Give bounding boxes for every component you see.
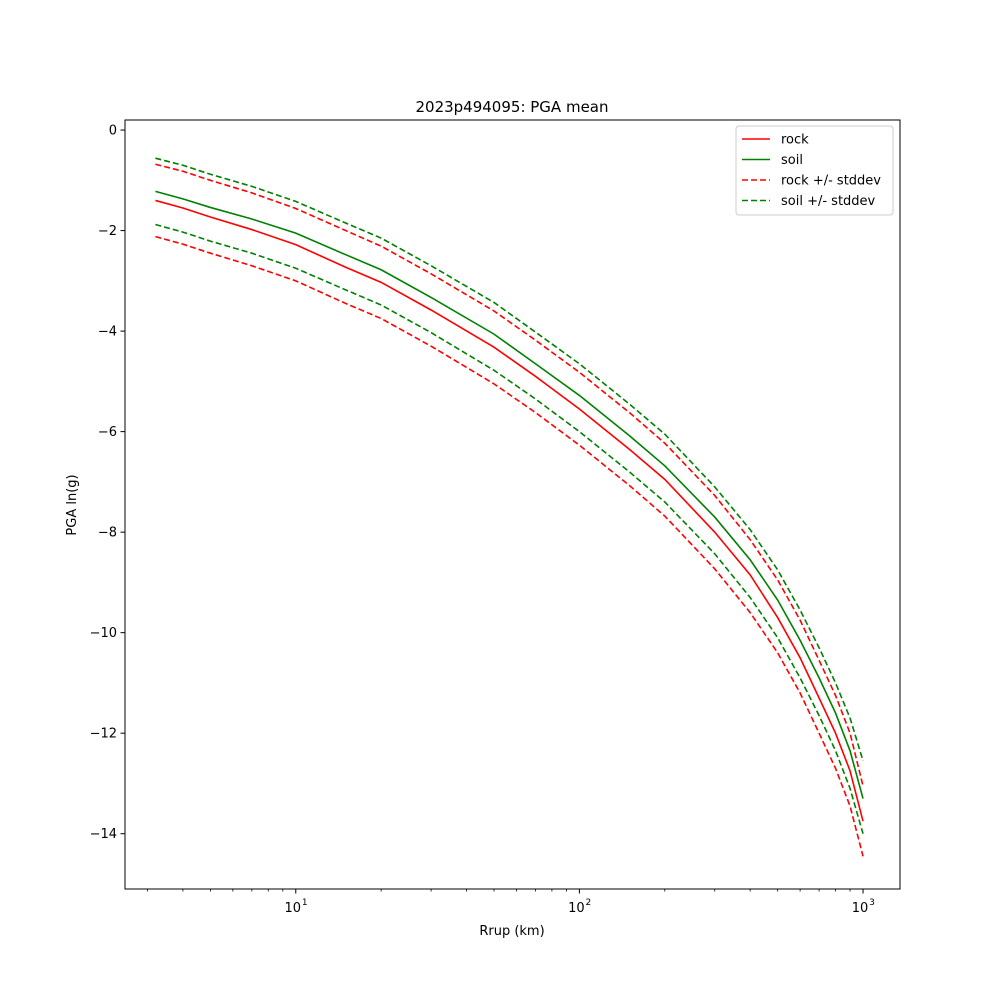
legend-label: soil	[781, 153, 803, 168]
series-line-6	[155, 223, 864, 834]
y-tick-label: −10	[90, 626, 117, 641]
y-tick-label: 0	[109, 124, 117, 139]
x-axis-ticks: 10 1 10 2 10 3	[147, 889, 875, 916]
y-tick-label: −8	[98, 526, 117, 541]
x-tick-label: 10	[568, 901, 585, 916]
legend-label: rock +/- stddev	[781, 174, 881, 189]
y-axis-label: PGA ln(g)	[65, 474, 80, 535]
series-layer	[155, 157, 864, 857]
y-tick-label: −4	[98, 325, 117, 340]
legend-label: soil +/- stddev	[781, 194, 876, 209]
legend-box	[735, 125, 894, 216]
series-line-1	[155, 199, 864, 822]
plot-frame	[124, 119, 901, 890]
y-tick-label: −6	[98, 425, 117, 440]
chart-title: 2023p494095: PGA mean	[415, 98, 608, 116]
legend: rock soil rock +/- stddev soil +/- stddev	[735, 125, 894, 216]
x-tick-label: 10	[852, 901, 869, 916]
series-line-2	[155, 190, 864, 799]
x-tick-label: 10	[284, 901, 301, 916]
series-line-4	[155, 235, 864, 857]
x-tick-label-exponent: 1	[302, 898, 308, 908]
series-line-3	[155, 163, 864, 787]
y-tick-label: −2	[98, 224, 117, 239]
y-tick-label: −14	[90, 827, 117, 842]
x-axis-label: Rrup (km)	[479, 924, 544, 939]
x-tick-label-exponent: 2	[586, 898, 592, 908]
x-tick-label-exponent: 3	[869, 898, 875, 908]
legend-label: rock	[781, 133, 809, 148]
y-tick-label: −12	[90, 727, 117, 742]
y-axis-ticks: 0 −2 −4 −6 −8 −10 −12 −14	[90, 124, 125, 842]
